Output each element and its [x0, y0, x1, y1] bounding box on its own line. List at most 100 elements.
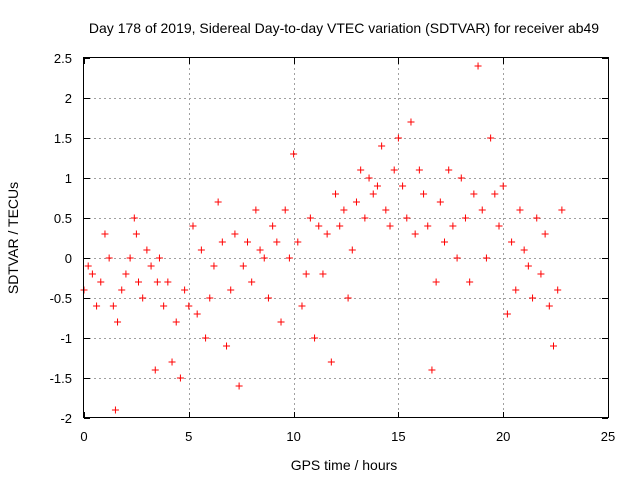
plot-frame — [83, 57, 609, 418]
data-point — [428, 366, 436, 374]
data-point — [285, 254, 293, 262]
data-point — [378, 142, 386, 150]
data-point — [256, 246, 264, 254]
data-point — [231, 230, 239, 238]
data-point — [461, 214, 469, 222]
y-tick-label: 1.5 — [54, 131, 72, 146]
data-point — [105, 254, 113, 262]
data-point — [420, 190, 428, 198]
data-point — [164, 278, 172, 286]
data-point — [541, 230, 549, 238]
x-tick-label: 20 — [496, 429, 510, 444]
data-point — [432, 278, 440, 286]
data-point — [210, 262, 218, 270]
data-point — [323, 230, 331, 238]
data-point — [495, 222, 503, 230]
grid-lines — [84, 58, 608, 418]
chart-title: Day 178 of 2019, Sidereal Day-to-day VTE… — [89, 20, 599, 36]
data-point — [503, 310, 511, 318]
data-point — [109, 302, 117, 310]
y-tick-label: 2.5 — [54, 51, 72, 66]
data-point — [132, 230, 140, 238]
data-point — [478, 206, 486, 214]
data-point — [264, 294, 272, 302]
data-point — [306, 214, 314, 222]
data-point — [176, 374, 184, 382]
data-point — [327, 358, 335, 366]
data-point — [382, 206, 390, 214]
data-point — [436, 198, 444, 206]
x-tick-label: 5 — [185, 429, 192, 444]
data-point — [482, 254, 490, 262]
data-point — [537, 270, 545, 278]
data-point — [160, 302, 168, 310]
data-point — [466, 278, 474, 286]
data-point — [93, 302, 101, 310]
data-point — [336, 222, 344, 230]
data-point — [273, 238, 281, 246]
data-point — [147, 262, 155, 270]
data-point — [554, 286, 562, 294]
data-point — [294, 238, 302, 246]
data-point — [369, 190, 377, 198]
data-point — [151, 366, 159, 374]
data-point — [441, 238, 449, 246]
data-point — [239, 262, 247, 270]
data-point — [223, 342, 231, 350]
data-point — [319, 270, 327, 278]
data-point — [269, 222, 277, 230]
data-point — [206, 294, 214, 302]
data-point — [302, 270, 310, 278]
data-point — [122, 270, 130, 278]
data-point — [153, 278, 161, 286]
data-point — [361, 214, 369, 222]
data-point — [487, 134, 495, 142]
data-point — [529, 294, 537, 302]
y-tick-label: 0.5 — [54, 211, 72, 226]
y-tick-label: 1 — [65, 171, 72, 186]
data-point — [143, 246, 151, 254]
data-point — [415, 166, 423, 174]
data-point — [155, 254, 163, 262]
data-point — [470, 190, 478, 198]
data-point — [491, 190, 499, 198]
data-point — [516, 206, 524, 214]
data-point — [130, 214, 138, 222]
data-point — [344, 294, 352, 302]
data-point — [84, 262, 92, 270]
data-point — [524, 262, 532, 270]
data-point — [352, 198, 360, 206]
data-point — [243, 238, 251, 246]
y-tick-label: -1 — [60, 331, 72, 346]
data-point — [424, 222, 432, 230]
data-point — [499, 182, 507, 190]
x-tick-label: 15 — [391, 429, 405, 444]
data-point — [172, 318, 180, 326]
data-point — [252, 206, 260, 214]
data-point — [411, 230, 419, 238]
data-point — [248, 278, 256, 286]
y-tick-label: 0 — [65, 251, 72, 266]
data-point — [214, 198, 222, 206]
data-point — [550, 342, 558, 350]
data-point — [193, 310, 201, 318]
data-point — [298, 302, 306, 310]
y-axis-label: SDTVAR / TECUs — [5, 182, 21, 294]
data-point — [197, 246, 205, 254]
data-point — [118, 286, 126, 294]
data-point — [365, 174, 373, 182]
data-point — [533, 214, 541, 222]
axis-ticks: 0 5 10 15 20 25 -2 -1.5 -1 -0.5 0 0.5 1 1.5 2 2.5 — [50, 51, 616, 444]
data-point — [558, 206, 566, 214]
data-point — [508, 238, 516, 246]
data-point — [134, 278, 142, 286]
data-point — [332, 190, 340, 198]
data-point — [281, 206, 289, 214]
data-point — [399, 182, 407, 190]
data-point — [373, 182, 381, 190]
data-point — [445, 166, 453, 174]
data-point — [390, 166, 398, 174]
data-point — [407, 118, 415, 126]
data-point — [235, 382, 243, 390]
